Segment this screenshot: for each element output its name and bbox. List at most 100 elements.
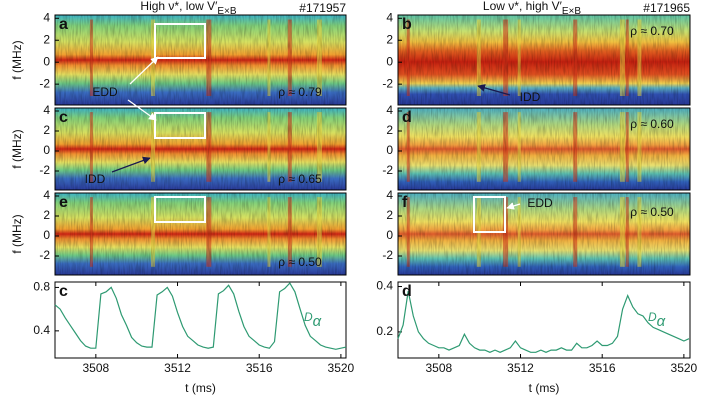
x-tick-label: 3512 bbox=[164, 361, 191, 375]
x-tick-label: 3508 bbox=[425, 361, 452, 375]
panel-label: d bbox=[402, 283, 412, 300]
highlight-box bbox=[154, 196, 206, 223]
y-tick-label: 0 bbox=[43, 228, 50, 242]
panel-frame bbox=[54, 107, 347, 191]
column-title: Low ν*, high V′E×B bbox=[483, 0, 581, 17]
title-sub: E×B bbox=[217, 6, 237, 17]
panel-label: c bbox=[59, 283, 68, 300]
y-tick-label: 4 bbox=[43, 10, 50, 24]
y-tick-label: 4 bbox=[43, 103, 50, 117]
annotation: ρ ≈ 0.79 bbox=[278, 85, 322, 99]
y-tick-label: 4 bbox=[386, 103, 393, 117]
panel-frame bbox=[397, 14, 691, 106]
y-tick-label: 0 bbox=[386, 228, 393, 242]
y-tick-label: 0.4 bbox=[376, 279, 393, 293]
x-tick-label: 3516 bbox=[246, 361, 273, 375]
panel-frame bbox=[397, 192, 691, 276]
noise bbox=[55, 15, 346, 105]
panel-frame bbox=[54, 14, 347, 106]
legend-sub: α bbox=[313, 313, 322, 330]
y-tick-label: -2 bbox=[39, 76, 50, 90]
x-axis-label: t (ms) bbox=[529, 381, 560, 395]
y-tick-label: 4 bbox=[386, 188, 393, 202]
y-tick-label: 0.8 bbox=[33, 280, 50, 294]
spectrogram bbox=[55, 15, 346, 105]
noise bbox=[55, 193, 346, 275]
annotation: ρ ≈ 0.65 bbox=[278, 172, 322, 186]
highlight-box bbox=[473, 196, 506, 233]
trace bbox=[54, 282, 347, 350]
arrow bbox=[129, 56, 159, 85]
legend-main: D bbox=[304, 310, 313, 324]
panel-frame bbox=[397, 107, 691, 191]
legend-label: Dα bbox=[304, 310, 322, 330]
shot-number: #171965 bbox=[643, 1, 690, 15]
y-tick-label: 0.4 bbox=[33, 323, 50, 337]
x-tick-label: 3512 bbox=[507, 361, 534, 375]
legend-main: D bbox=[648, 310, 657, 324]
y-tick-label: 0 bbox=[43, 143, 50, 157]
annotation: IDD bbox=[520, 90, 541, 104]
x-tick-label: 3520 bbox=[328, 361, 355, 375]
panel-label: c bbox=[59, 109, 68, 126]
arrow bbox=[127, 99, 157, 121]
arrow bbox=[111, 156, 151, 173]
y-tick-label: 0 bbox=[386, 54, 393, 68]
y-tick-label: 4 bbox=[386, 10, 393, 24]
annotation: EDD bbox=[92, 85, 118, 99]
annotation: EDD bbox=[527, 196, 553, 210]
y-tick-label: -2 bbox=[382, 248, 393, 262]
y-axis-label: f (MHz) bbox=[10, 214, 24, 253]
y-axis-label: f (MHz) bbox=[10, 40, 24, 79]
y-tick-label: 0.2 bbox=[376, 324, 393, 338]
y-tick-label: -2 bbox=[39, 248, 50, 262]
title-main: Low ν*, high V′ bbox=[483, 0, 563, 13]
y-tick-label: -2 bbox=[39, 163, 50, 177]
y-tick-label: 2 bbox=[43, 208, 50, 222]
trace bbox=[397, 290, 690, 353]
spectrogram bbox=[398, 108, 690, 190]
panel-label: e bbox=[59, 194, 68, 211]
spectrogram bbox=[398, 193, 690, 275]
annotation: IDD bbox=[85, 172, 106, 186]
legend-sub: α bbox=[657, 313, 666, 330]
panel-frame bbox=[54, 281, 347, 359]
column-title: High ν*, low V′E×B bbox=[140, 0, 236, 17]
annotation: ρ ≈ 0.50 bbox=[278, 255, 322, 269]
y-axis-label: f (MHz) bbox=[10, 129, 24, 168]
panel-label: d bbox=[402, 109, 412, 126]
y-tick-label: 2 bbox=[386, 32, 393, 46]
spectrogram bbox=[398, 15, 690, 105]
highlight-box bbox=[154, 23, 206, 59]
spectrogram bbox=[55, 108, 346, 190]
x-tick-label: 3516 bbox=[589, 361, 616, 375]
panel-frame bbox=[54, 192, 347, 276]
panel-frame bbox=[397, 281, 691, 359]
panel-label: f bbox=[402, 194, 408, 211]
x-tick-label: 3508 bbox=[82, 361, 109, 375]
y-tick-label: -2 bbox=[382, 76, 393, 90]
noise bbox=[398, 108, 690, 190]
y-tick-label: 2 bbox=[43, 123, 50, 137]
annotation: ρ ≈ 0.50 bbox=[630, 205, 674, 219]
arrow bbox=[506, 202, 521, 210]
annotation: ρ ≈ 0.70 bbox=[630, 24, 674, 38]
spectrogram bbox=[55, 193, 346, 275]
y-tick-label: 0 bbox=[43, 54, 50, 68]
y-tick-label: 2 bbox=[386, 208, 393, 222]
legend-label: Dα bbox=[648, 310, 666, 330]
x-tick-label: 3520 bbox=[671, 361, 698, 375]
title-sub: E×B bbox=[562, 6, 582, 17]
x-axis-label: t (ms) bbox=[185, 381, 216, 395]
y-tick-label: 2 bbox=[386, 123, 393, 137]
panel-label: b bbox=[402, 16, 412, 33]
highlight-box bbox=[154, 112, 206, 139]
noise bbox=[55, 108, 346, 190]
y-tick-label: 0 bbox=[386, 143, 393, 157]
shot-number: #171957 bbox=[299, 1, 346, 15]
noise bbox=[398, 193, 690, 275]
title-main: High ν*, low V′ bbox=[140, 0, 218, 13]
annotation: ρ ≈ 0.60 bbox=[630, 117, 674, 131]
panel-label: a bbox=[59, 16, 68, 33]
